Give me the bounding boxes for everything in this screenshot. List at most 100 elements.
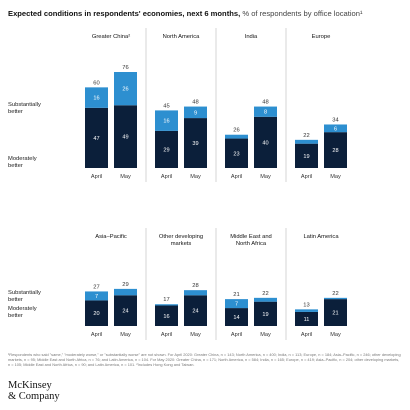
panel-title: Other developing [159,234,203,240]
data-label-substantially-better: 9 [194,110,197,116]
bar-moderately-better [225,138,248,168]
bar-moderately-better [254,301,277,326]
data-label-moderately-better: 39 [192,141,198,147]
data-label-total: 26 [233,128,239,134]
panel-title: Asia–Pacific [95,234,127,240]
legend-label-moderately-better: Moderately [8,156,37,162]
data-label-moderately-better: 19 [262,312,268,318]
logo-line-2: & Company [8,391,60,402]
bar-moderately-better [225,308,248,326]
bar-moderately-better [295,143,318,168]
data-label-substantially-better: 6 [334,126,337,132]
data-label-moderately-better: 24 [192,309,198,315]
panel-title: North Africa [236,241,267,247]
bar-moderately-better [155,305,178,326]
data-label-moderately-better: 47 [93,136,99,142]
data-label-moderately-better: 19 [303,154,309,160]
bar-moderately-better [184,118,207,168]
bar-substantially-better [85,291,108,301]
bar-moderately-better [324,299,347,326]
bar-moderately-better [254,116,277,168]
bar-substantially-better [295,309,318,312]
legend-label-moderately-better: better [8,313,23,319]
panel-title: Latin America [303,234,339,240]
bar-moderately-better [155,130,178,168]
category-label: April [91,174,102,180]
data-label-substantially-better: 7 [95,294,98,300]
data-label-total: 27 [93,284,99,290]
legend-label-moderately-better: better [8,163,23,169]
category-label: May [190,174,201,180]
bar-substantially-better [184,290,207,296]
category-label: April [301,174,312,180]
bar-substantially-better [184,106,207,119]
footnote: ¹Respondents who said "same," "moderatel… [8,352,401,368]
bar-moderately-better [324,132,347,168]
bar-moderately-better [184,295,207,326]
bar-substantially-better [324,124,347,133]
data-label-substantially-better: 16 [163,119,169,125]
category-label: May [190,332,201,338]
data-label-total: 34 [332,117,339,123]
data-label-total: 76 [122,65,128,71]
bar-substantially-better [225,134,248,139]
bar-substantially-better [295,139,318,144]
bar-substantially-better [254,297,277,302]
category-label: April [231,332,242,338]
panel-title: North America [163,34,201,40]
legend-label-substantially-better: better [8,297,23,303]
data-label-moderately-better: 40 [262,140,268,146]
data-label-substantially-better: 16 [93,96,99,102]
bar-substantially-better [155,110,178,131]
data-label-moderately-better: 23 [233,151,239,157]
chart-subtitle: % of respondents by office location¹ [242,9,363,18]
data-label-total: 28 [192,283,198,289]
legend-label-substantially-better: Substantially [8,102,41,108]
data-label-moderately-better: 24 [122,309,128,315]
data-label-total: 29 [122,282,128,288]
category-label: May [120,174,131,180]
category-label: April [161,332,172,338]
legend-label-moderately-better: Moderately [8,306,37,312]
bar-moderately-better [295,311,318,326]
category-label: May [330,174,341,180]
bar-substantially-better [225,299,248,309]
legend-label-substantially-better: Substantially [8,290,41,296]
data-label-total: 13 [303,302,309,308]
panel-title: Greater China² [92,34,130,40]
bar-moderately-better [85,300,108,326]
bar-moderately-better [85,107,108,168]
data-label-total: 48 [192,100,198,106]
data-label-moderately-better: 20 [93,311,99,317]
bar-substantially-better [155,304,178,306]
bar-moderately-better [114,295,137,326]
data-label-substantially-better: 7 [235,302,238,308]
panel-title: Europe [312,34,331,40]
chart-title-main: Expected conditions in respondents' econ… [8,9,241,18]
data-label-total: 22 [262,291,268,297]
bar-substantially-better [85,87,108,108]
mckinsey-logo: McKinsey & Company [8,380,60,402]
data-label-moderately-better: 29 [163,147,169,153]
panel-title: markets [171,241,192,247]
bar-moderately-better [114,105,137,168]
category-label: May [330,332,341,338]
data-label-total: 45 [163,103,169,109]
bar-substantially-better [254,106,277,117]
category-label: April [161,174,172,180]
chart-title: Expected conditions in respondents' econ… [8,9,404,18]
data-label-total: 48 [262,100,268,106]
data-label-moderately-better: 21 [332,311,338,317]
data-label-moderately-better: 49 [122,135,128,141]
data-label-moderately-better: 14 [233,315,239,321]
data-label-moderately-better: 16 [163,314,169,320]
data-label-total: 22 [332,291,338,297]
panel-title: Middle East and [230,234,272,240]
category-label: May [120,332,131,338]
logo-line-1: McKinsey [8,380,52,391]
data-label-total: 21 [233,292,239,298]
category-label: May [260,174,271,180]
data-label-substantially-better: 8 [264,110,267,116]
data-label-total: 22 [303,133,309,139]
